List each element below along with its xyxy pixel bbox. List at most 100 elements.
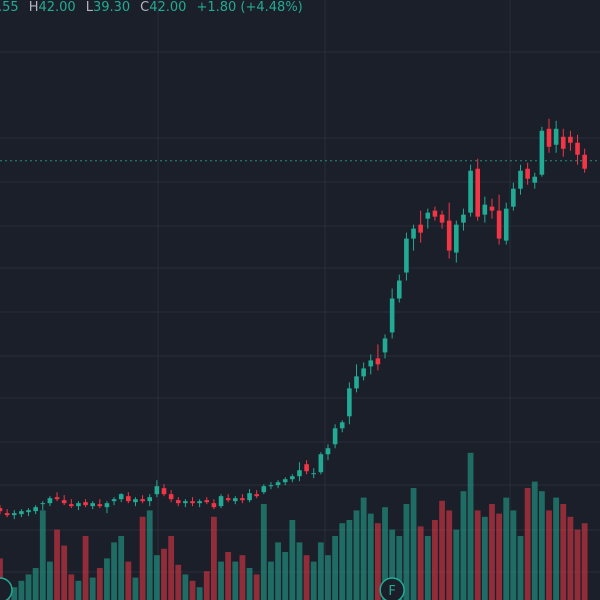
- volume-bar: [139, 516, 146, 600]
- candle-body: [118, 494, 124, 500]
- candle-body: [432, 210, 438, 217]
- candle: [325, 444, 331, 461]
- candle: [175, 497, 181, 507]
- volume-bar: [424, 536, 431, 600]
- candle: [140, 495, 145, 504]
- ohlc-low: L39.30: [86, 0, 130, 15]
- volume-bar: [453, 529, 460, 600]
- candle: [282, 477, 288, 486]
- candle-body: [475, 168, 481, 217]
- candle-body: [311, 473, 317, 475]
- candle-body: [553, 128, 559, 145]
- candle-body: [382, 338, 388, 353]
- volume-bar: [268, 561, 274, 600]
- candle: [90, 501, 95, 510]
- candle-body: [61, 500, 67, 504]
- candle-body: [33, 507, 38, 512]
- candle: [396, 274, 402, 303]
- candle-body: [4, 513, 10, 516]
- candle: [111, 497, 117, 506]
- candle-body: [482, 204, 488, 215]
- candle-body: [147, 497, 153, 502]
- candle: [439, 210, 445, 229]
- volume-bar: [503, 497, 510, 600]
- candle: [118, 493, 124, 503]
- candle-body: [503, 208, 509, 241]
- high-value: 42.00: [38, 0, 76, 15]
- candle: [104, 501, 110, 514]
- volume-bar: [546, 510, 552, 600]
- candle-body: [247, 493, 252, 501]
- candle: [232, 496, 238, 505]
- candle-body: [375, 358, 381, 365]
- volume-bar: [353, 510, 360, 600]
- volume-bar: [432, 520, 438, 600]
- volume-bar: [168, 536, 175, 600]
- candle-body: [240, 498, 245, 501]
- candle: [76, 501, 81, 511]
- volume-bar: [75, 580, 82, 600]
- candle: [332, 424, 338, 449]
- volume-bar: [153, 555, 160, 600]
- volume-bar: [325, 555, 331, 600]
- candle: [197, 499, 202, 508]
- price-change: +1.80 (+4.48%): [196, 0, 303, 15]
- volume-bar: [496, 513, 502, 600]
- volume-bar: [317, 542, 324, 600]
- volume-bar: [567, 516, 574, 600]
- candle: [475, 158, 481, 221]
- candle: [11, 510, 17, 520]
- candle-body: [140, 499, 145, 502]
- volume-bar: [581, 523, 588, 600]
- candle-body: [546, 128, 552, 147]
- candle: [389, 288, 395, 339]
- candle-body: [83, 502, 88, 506]
- candle: [33, 505, 38, 515]
- candle: [575, 134, 580, 165]
- candle-body: [446, 220, 452, 251]
- volume-bar: [260, 504, 267, 600]
- close-value: 42.00: [149, 0, 187, 15]
- marker-label: F: [388, 584, 395, 599]
- volume-bar: [232, 561, 239, 600]
- candle-body: [218, 496, 224, 507]
- candle: [461, 208, 466, 231]
- candle-body: [418, 224, 423, 233]
- candle-body: [325, 448, 331, 455]
- volume-bar: [296, 542, 303, 600]
- candle-body: [254, 494, 259, 497]
- candle-body: [461, 214, 466, 223]
- candle: [247, 489, 252, 503]
- volume-bar: [161, 548, 167, 600]
- volume-bar: [125, 561, 132, 600]
- candle: [532, 172, 538, 189]
- candle-body: [361, 368, 366, 377]
- volume-bar: [303, 555, 310, 600]
- candle-body: [126, 496, 131, 502]
- volume-bar: [96, 568, 103, 600]
- candle-body: [90, 503, 95, 507]
- candle: [211, 499, 217, 510]
- candle-body: [525, 168, 530, 179]
- volume-bar: [289, 520, 296, 600]
- volume-bar: [146, 510, 153, 600]
- candle: [339, 420, 345, 433]
- volume-bar: [18, 580, 25, 600]
- volume-bar: [346, 520, 353, 600]
- candle: [261, 484, 267, 495]
- volume-bar: [118, 536, 125, 600]
- volume-bar: [32, 568, 39, 600]
- volume-bar: [111, 542, 117, 600]
- candle: [503, 202, 509, 245]
- volume-bar: [489, 504, 495, 600]
- candle: [511, 182, 516, 211]
- candle: [454, 220, 459, 263]
- candle: [546, 118, 552, 153]
- marker-circle: [379, 577, 405, 600]
- candle-body: [511, 188, 516, 207]
- candle-body: [318, 454, 324, 473]
- candle-body: [575, 142, 580, 155]
- candle-body: [425, 212, 431, 219]
- candle: [154, 480, 160, 498]
